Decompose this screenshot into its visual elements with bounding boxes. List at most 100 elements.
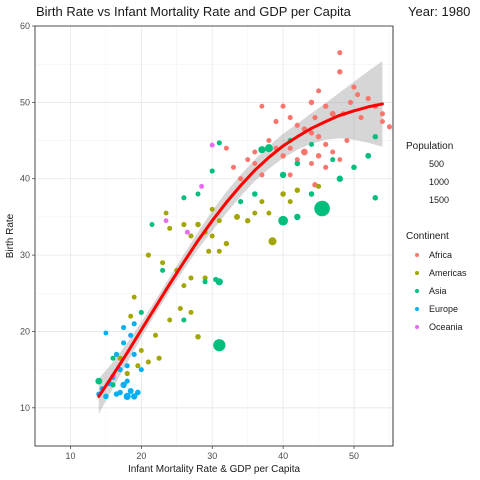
point-asia-17 [209,168,215,174]
point-americas-15 [259,199,265,205]
point-africa-28 [315,153,322,159]
point-americas-8 [216,218,222,224]
plot-border [34,25,394,447]
point-africa-30 [287,145,293,151]
point-asia-9 [372,134,378,140]
point-asia-12 [278,215,288,226]
confidence-ribbon [98,61,383,414]
point-europe-5 [134,389,141,396]
color-legend-title: Continent [406,231,449,242]
point-americas-13 [245,218,251,224]
grid-lines [34,25,393,447]
point-americas-25 [188,275,194,281]
point-americas-16 [266,210,272,216]
point-asia-3 [294,160,301,167]
point-asia-26 [138,309,144,315]
point-asia-2 [279,171,287,179]
point-americas-30 [152,332,159,338]
point-asia-16 [216,140,222,146]
point-africa-41 [230,164,237,170]
point-asia-24 [181,317,187,323]
point-europe-22 [124,378,130,384]
point-africa-39 [259,172,265,178]
series-europe [96,321,144,400]
series-asia [95,134,379,388]
point-africa-37 [252,149,258,155]
point-europe-17 [121,325,127,331]
point-americas-10 [216,248,222,254]
point-americas-32 [145,359,151,365]
point-africa-10 [365,95,371,102]
point-americas-1 [167,225,173,231]
point-africa-18 [273,118,279,125]
x-axis-ticks: 10 20 30 40 50 [65,446,359,461]
legend-swatch-americas [415,271,419,275]
trend-line-layer [97,102,384,398]
y-axis-label: Birth Rate [5,213,16,258]
point-americas-26 [202,275,208,281]
point-asia-27 [110,355,116,361]
point-americas-9 [206,248,212,254]
point-africa-25 [323,141,329,147]
point-africa-33 [266,137,272,144]
point-asia-14 [252,191,258,197]
size-legend: Population 500 1000 1500 [406,141,453,205]
point-americas-18 [287,199,293,205]
chart-title: Birth Rate vs Infant Mortality Rate and … [36,4,352,19]
size-legend-title: Population [406,141,453,152]
x-tick-label-20: 20 [136,451,146,461]
point-asia-7 [351,164,357,171]
point-europe-15 [131,351,137,357]
point-africa-2 [351,84,357,90]
point-africa-44 [287,172,293,178]
point-africa-38 [245,157,251,163]
point-americas-0 [163,210,169,216]
point-americas-3 [188,233,194,239]
point-africa-1 [337,69,343,75]
point-asia-32 [336,175,343,182]
point-americas-28 [188,309,194,315]
point-americas-12 [234,213,240,220]
color-legend: Continent Africa Americas Asia Europe Oc… [406,231,467,332]
point-americas-35 [128,313,134,319]
point-europe-4 [131,393,138,400]
point-asia-25 [160,267,166,273]
legend-swatch-oceania [415,325,419,329]
point-americas-19 [294,187,300,193]
point-americas-39 [268,237,277,246]
point-americas-7 [209,206,215,212]
size-legend-label-500: 500 [429,159,444,169]
point-asia-10 [372,195,379,201]
point-africa-16 [358,115,364,121]
point-asia-31 [308,191,315,197]
point-asia-23 [213,339,226,352]
y-tick-label-10: 10 [20,403,30,413]
point-americas-21 [145,252,151,258]
point-europe-7 [103,393,109,400]
point-africa-6 [329,110,336,117]
y-tick-label-20: 20 [20,326,30,336]
point-asia-13 [294,213,301,221]
point-africa-14 [379,118,385,125]
point-americas-34 [131,294,137,300]
point-africa-45 [344,137,350,144]
point-oceania-2 [184,229,190,235]
point-africa-34 [294,157,300,163]
point-africa-15 [347,99,354,105]
point-americas-2 [181,221,187,228]
y-tick-label-40: 40 [20,174,30,184]
size-legend-label-1000: 1000 [429,177,449,187]
point-asia-30 [149,222,155,227]
point-europe-2 [123,392,131,400]
point-africa-40 [238,176,244,182]
y-axis-ticks: 10 20 30 40 50 60 [20,21,35,413]
point-europe-16 [128,332,134,338]
point-asia-6 [330,157,336,163]
point-africa-43 [223,145,229,151]
point-asia-28 [95,377,103,385]
point-americas-6 [209,233,215,239]
point-africa-9 [355,92,361,98]
point-americas-38 [135,363,141,369]
point-europe-19 [103,330,109,336]
